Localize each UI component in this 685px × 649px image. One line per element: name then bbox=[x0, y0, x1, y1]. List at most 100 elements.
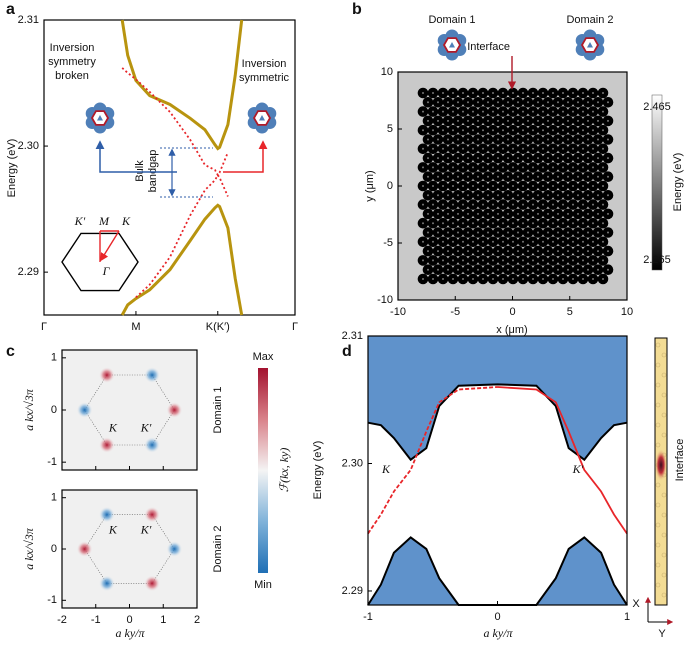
x-tick-label: K(K′) bbox=[206, 321, 230, 333]
lattice-center bbox=[497, 157, 499, 160]
peak bbox=[76, 402, 93, 418]
lattice-center bbox=[432, 147, 434, 150]
lattice-center bbox=[572, 147, 574, 150]
peak bbox=[144, 575, 161, 592]
lattice-center bbox=[597, 231, 599, 234]
lattice-center bbox=[447, 268, 449, 271]
panel-label: b bbox=[352, 1, 362, 18]
lattice-center bbox=[582, 110, 584, 113]
lattice-center bbox=[582, 240, 584, 243]
lattice-center bbox=[472, 110, 474, 113]
lattice-center bbox=[482, 185, 484, 187]
lattice-center bbox=[577, 268, 579, 271]
lattice-center bbox=[442, 129, 444, 132]
lattice-center bbox=[472, 92, 474, 94]
x-axis-label: x (μm) bbox=[496, 324, 527, 336]
lattice-center bbox=[472, 166, 474, 169]
lattice-center bbox=[457, 175, 459, 178]
lattice-center bbox=[542, 240, 544, 243]
lattice-center bbox=[547, 212, 549, 215]
lattice-center bbox=[532, 259, 534, 262]
annotation: symmetry bbox=[48, 56, 96, 68]
lattice-center bbox=[537, 268, 539, 271]
lattice-center bbox=[422, 110, 424, 113]
peak bbox=[144, 367, 161, 384]
lattice-center bbox=[582, 166, 584, 169]
lattice-center bbox=[597, 157, 599, 160]
lattice-center bbox=[597, 212, 599, 215]
lattice-center bbox=[532, 203, 534, 206]
lattice-center bbox=[452, 185, 454, 187]
edge-state bbox=[367, 386, 498, 535]
lattice-center bbox=[587, 119, 589, 122]
lattice-center bbox=[592, 259, 594, 262]
lattice-center bbox=[567, 212, 569, 215]
lattice-center bbox=[467, 268, 469, 271]
lattice-center bbox=[502, 203, 504, 206]
y-tick-label: -10 bbox=[377, 294, 393, 306]
lattice-center bbox=[542, 278, 544, 280]
lattice-center bbox=[442, 110, 444, 113]
lattice-center bbox=[482, 278, 484, 280]
lattice-center bbox=[547, 231, 549, 234]
lattice-center bbox=[432, 259, 434, 262]
lattice-center bbox=[477, 212, 479, 215]
lattice-center bbox=[552, 259, 554, 262]
lattice-center bbox=[522, 147, 524, 150]
lattice-center bbox=[582, 278, 584, 280]
lattice-center bbox=[442, 278, 444, 280]
axis-name: X bbox=[632, 598, 640, 610]
lattice-center bbox=[497, 119, 499, 122]
y-axis-label: y (μm) bbox=[364, 170, 376, 201]
y-tick-label: -1 bbox=[47, 456, 57, 468]
lattice-center bbox=[422, 203, 424, 206]
lattice-center bbox=[542, 222, 544, 225]
lattice-center bbox=[552, 240, 554, 243]
lattice-center bbox=[427, 119, 429, 122]
lattice-center bbox=[607, 157, 609, 160]
lattice-center bbox=[557, 157, 559, 160]
lattice-center bbox=[552, 129, 554, 132]
lattice-center bbox=[567, 119, 569, 122]
lattice-center bbox=[477, 268, 479, 271]
lattice-center bbox=[522, 92, 524, 94]
bz-path bbox=[100, 230, 120, 262]
lattice-center bbox=[512, 185, 514, 187]
x-axis-label: a ky/π bbox=[116, 626, 146, 640]
lattice-center bbox=[492, 147, 494, 150]
peak bbox=[76, 541, 93, 557]
annotation: symmetric bbox=[239, 72, 290, 84]
lattice-center bbox=[537, 231, 539, 234]
lattice-center bbox=[447, 194, 449, 197]
lattice-center bbox=[587, 175, 589, 178]
lattice-center bbox=[462, 278, 464, 280]
lattice-center bbox=[467, 119, 469, 122]
y-tick-label: 2.29 bbox=[18, 266, 39, 278]
lattice-center bbox=[567, 138, 569, 141]
band bbox=[120, 203, 244, 316]
lattice-center bbox=[547, 194, 549, 197]
lattice-center bbox=[482, 203, 484, 206]
lattice-center bbox=[522, 222, 524, 225]
lattice-center bbox=[432, 222, 434, 225]
lattice-center bbox=[517, 268, 519, 271]
x-tick-label: -2 bbox=[57, 614, 67, 626]
lattice-center bbox=[437, 212, 439, 215]
lattice-center bbox=[492, 278, 494, 280]
lattice-center bbox=[457, 268, 459, 271]
lattice-center bbox=[572, 110, 574, 113]
lattice-center bbox=[487, 212, 489, 215]
lattice-center bbox=[462, 166, 464, 169]
lattice-center bbox=[507, 268, 509, 271]
lattice-center bbox=[537, 157, 539, 160]
lattice-center bbox=[522, 166, 524, 169]
k-label: K′ bbox=[140, 421, 152, 435]
lattice-center bbox=[532, 92, 534, 94]
peak bbox=[98, 575, 115, 592]
colorbar-label: ℱ(kx, ky) bbox=[277, 448, 291, 493]
lattice-center bbox=[602, 147, 604, 150]
lattice-center bbox=[457, 101, 459, 104]
lattice-center bbox=[532, 147, 534, 150]
lattice-center bbox=[502, 92, 504, 94]
